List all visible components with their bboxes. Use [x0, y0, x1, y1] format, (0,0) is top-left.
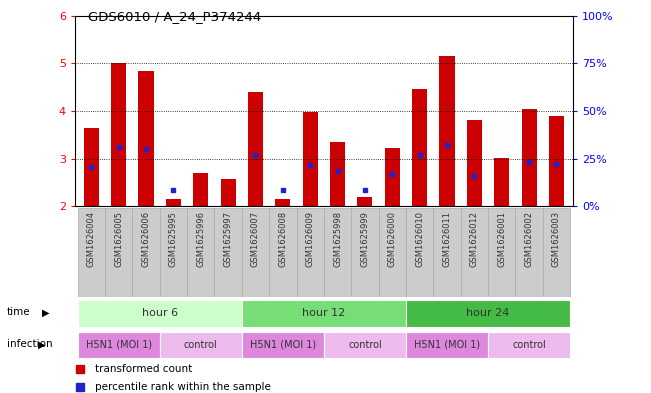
Bar	[385, 148, 400, 206]
FancyBboxPatch shape	[406, 300, 570, 327]
Text: percentile rank within the sample: percentile rank within the sample	[95, 382, 271, 392]
Text: GSM1626009: GSM1626009	[306, 211, 314, 267]
FancyBboxPatch shape	[379, 208, 406, 297]
Text: GSM1625995: GSM1625995	[169, 211, 178, 267]
Text: GSM1626007: GSM1626007	[251, 211, 260, 267]
Text: infection: infection	[7, 339, 52, 349]
Bar	[549, 116, 564, 206]
FancyBboxPatch shape	[488, 208, 516, 297]
Text: H5N1 (MOI 1): H5N1 (MOI 1)	[85, 340, 152, 350]
FancyBboxPatch shape	[105, 208, 132, 297]
Text: GSM1626001: GSM1626001	[497, 211, 506, 267]
FancyBboxPatch shape	[543, 208, 570, 297]
Text: GSM1625996: GSM1625996	[196, 211, 205, 267]
Text: hour 12: hour 12	[302, 309, 346, 318]
Text: GSM1625998: GSM1625998	[333, 211, 342, 267]
Text: H5N1 (MOI 1): H5N1 (MOI 1)	[414, 340, 480, 350]
FancyBboxPatch shape	[488, 332, 570, 358]
FancyBboxPatch shape	[159, 208, 187, 297]
Text: GSM1626004: GSM1626004	[87, 211, 96, 267]
Text: GSM1625999: GSM1625999	[361, 211, 369, 267]
FancyBboxPatch shape	[296, 208, 324, 297]
FancyBboxPatch shape	[187, 208, 214, 297]
Bar	[412, 89, 427, 206]
Text: GSM1626012: GSM1626012	[470, 211, 479, 267]
Bar	[111, 63, 126, 206]
Text: GSM1626008: GSM1626008	[279, 211, 287, 267]
Text: GSM1626011: GSM1626011	[443, 211, 452, 267]
Bar	[275, 199, 290, 206]
Text: GSM1626003: GSM1626003	[552, 211, 561, 267]
Bar	[303, 112, 318, 206]
Bar	[357, 197, 372, 206]
Text: control: control	[512, 340, 546, 350]
Bar	[248, 92, 263, 206]
Bar	[139, 70, 154, 206]
Text: GSM1626006: GSM1626006	[141, 211, 150, 267]
FancyBboxPatch shape	[77, 208, 105, 297]
FancyBboxPatch shape	[516, 208, 543, 297]
FancyBboxPatch shape	[242, 300, 406, 327]
FancyBboxPatch shape	[269, 208, 296, 297]
Text: GSM1626002: GSM1626002	[525, 211, 534, 267]
Bar	[84, 128, 99, 206]
FancyBboxPatch shape	[352, 208, 379, 297]
Bar	[494, 158, 509, 206]
FancyBboxPatch shape	[159, 332, 242, 358]
Text: GSM1626010: GSM1626010	[415, 211, 424, 267]
FancyBboxPatch shape	[324, 332, 406, 358]
FancyBboxPatch shape	[461, 208, 488, 297]
Bar	[521, 108, 536, 206]
Text: time: time	[7, 307, 30, 318]
Text: control: control	[184, 340, 217, 350]
Bar	[439, 56, 454, 206]
Bar	[193, 173, 208, 206]
FancyBboxPatch shape	[214, 208, 242, 297]
FancyBboxPatch shape	[132, 208, 159, 297]
FancyBboxPatch shape	[242, 208, 269, 297]
Text: GSM1626000: GSM1626000	[388, 211, 396, 267]
Text: GDS6010 / A_24_P374244: GDS6010 / A_24_P374244	[88, 10, 261, 23]
FancyBboxPatch shape	[406, 332, 488, 358]
Bar	[166, 199, 181, 206]
Bar	[467, 119, 482, 206]
FancyBboxPatch shape	[77, 332, 159, 358]
Text: hour 6: hour 6	[142, 309, 178, 318]
FancyBboxPatch shape	[242, 332, 324, 358]
Text: control: control	[348, 340, 381, 350]
FancyBboxPatch shape	[324, 208, 352, 297]
Text: H5N1 (MOI 1): H5N1 (MOI 1)	[250, 340, 316, 350]
Bar	[221, 179, 236, 206]
Text: GSM1626005: GSM1626005	[114, 211, 123, 267]
Text: ▶: ▶	[38, 339, 46, 349]
FancyBboxPatch shape	[434, 208, 461, 297]
Text: hour 24: hour 24	[466, 309, 510, 318]
Text: ▶: ▶	[42, 307, 50, 318]
FancyBboxPatch shape	[77, 300, 242, 327]
Bar	[330, 141, 345, 206]
Text: transformed count: transformed count	[95, 364, 192, 375]
Text: GSM1625997: GSM1625997	[223, 211, 232, 267]
FancyBboxPatch shape	[406, 208, 434, 297]
